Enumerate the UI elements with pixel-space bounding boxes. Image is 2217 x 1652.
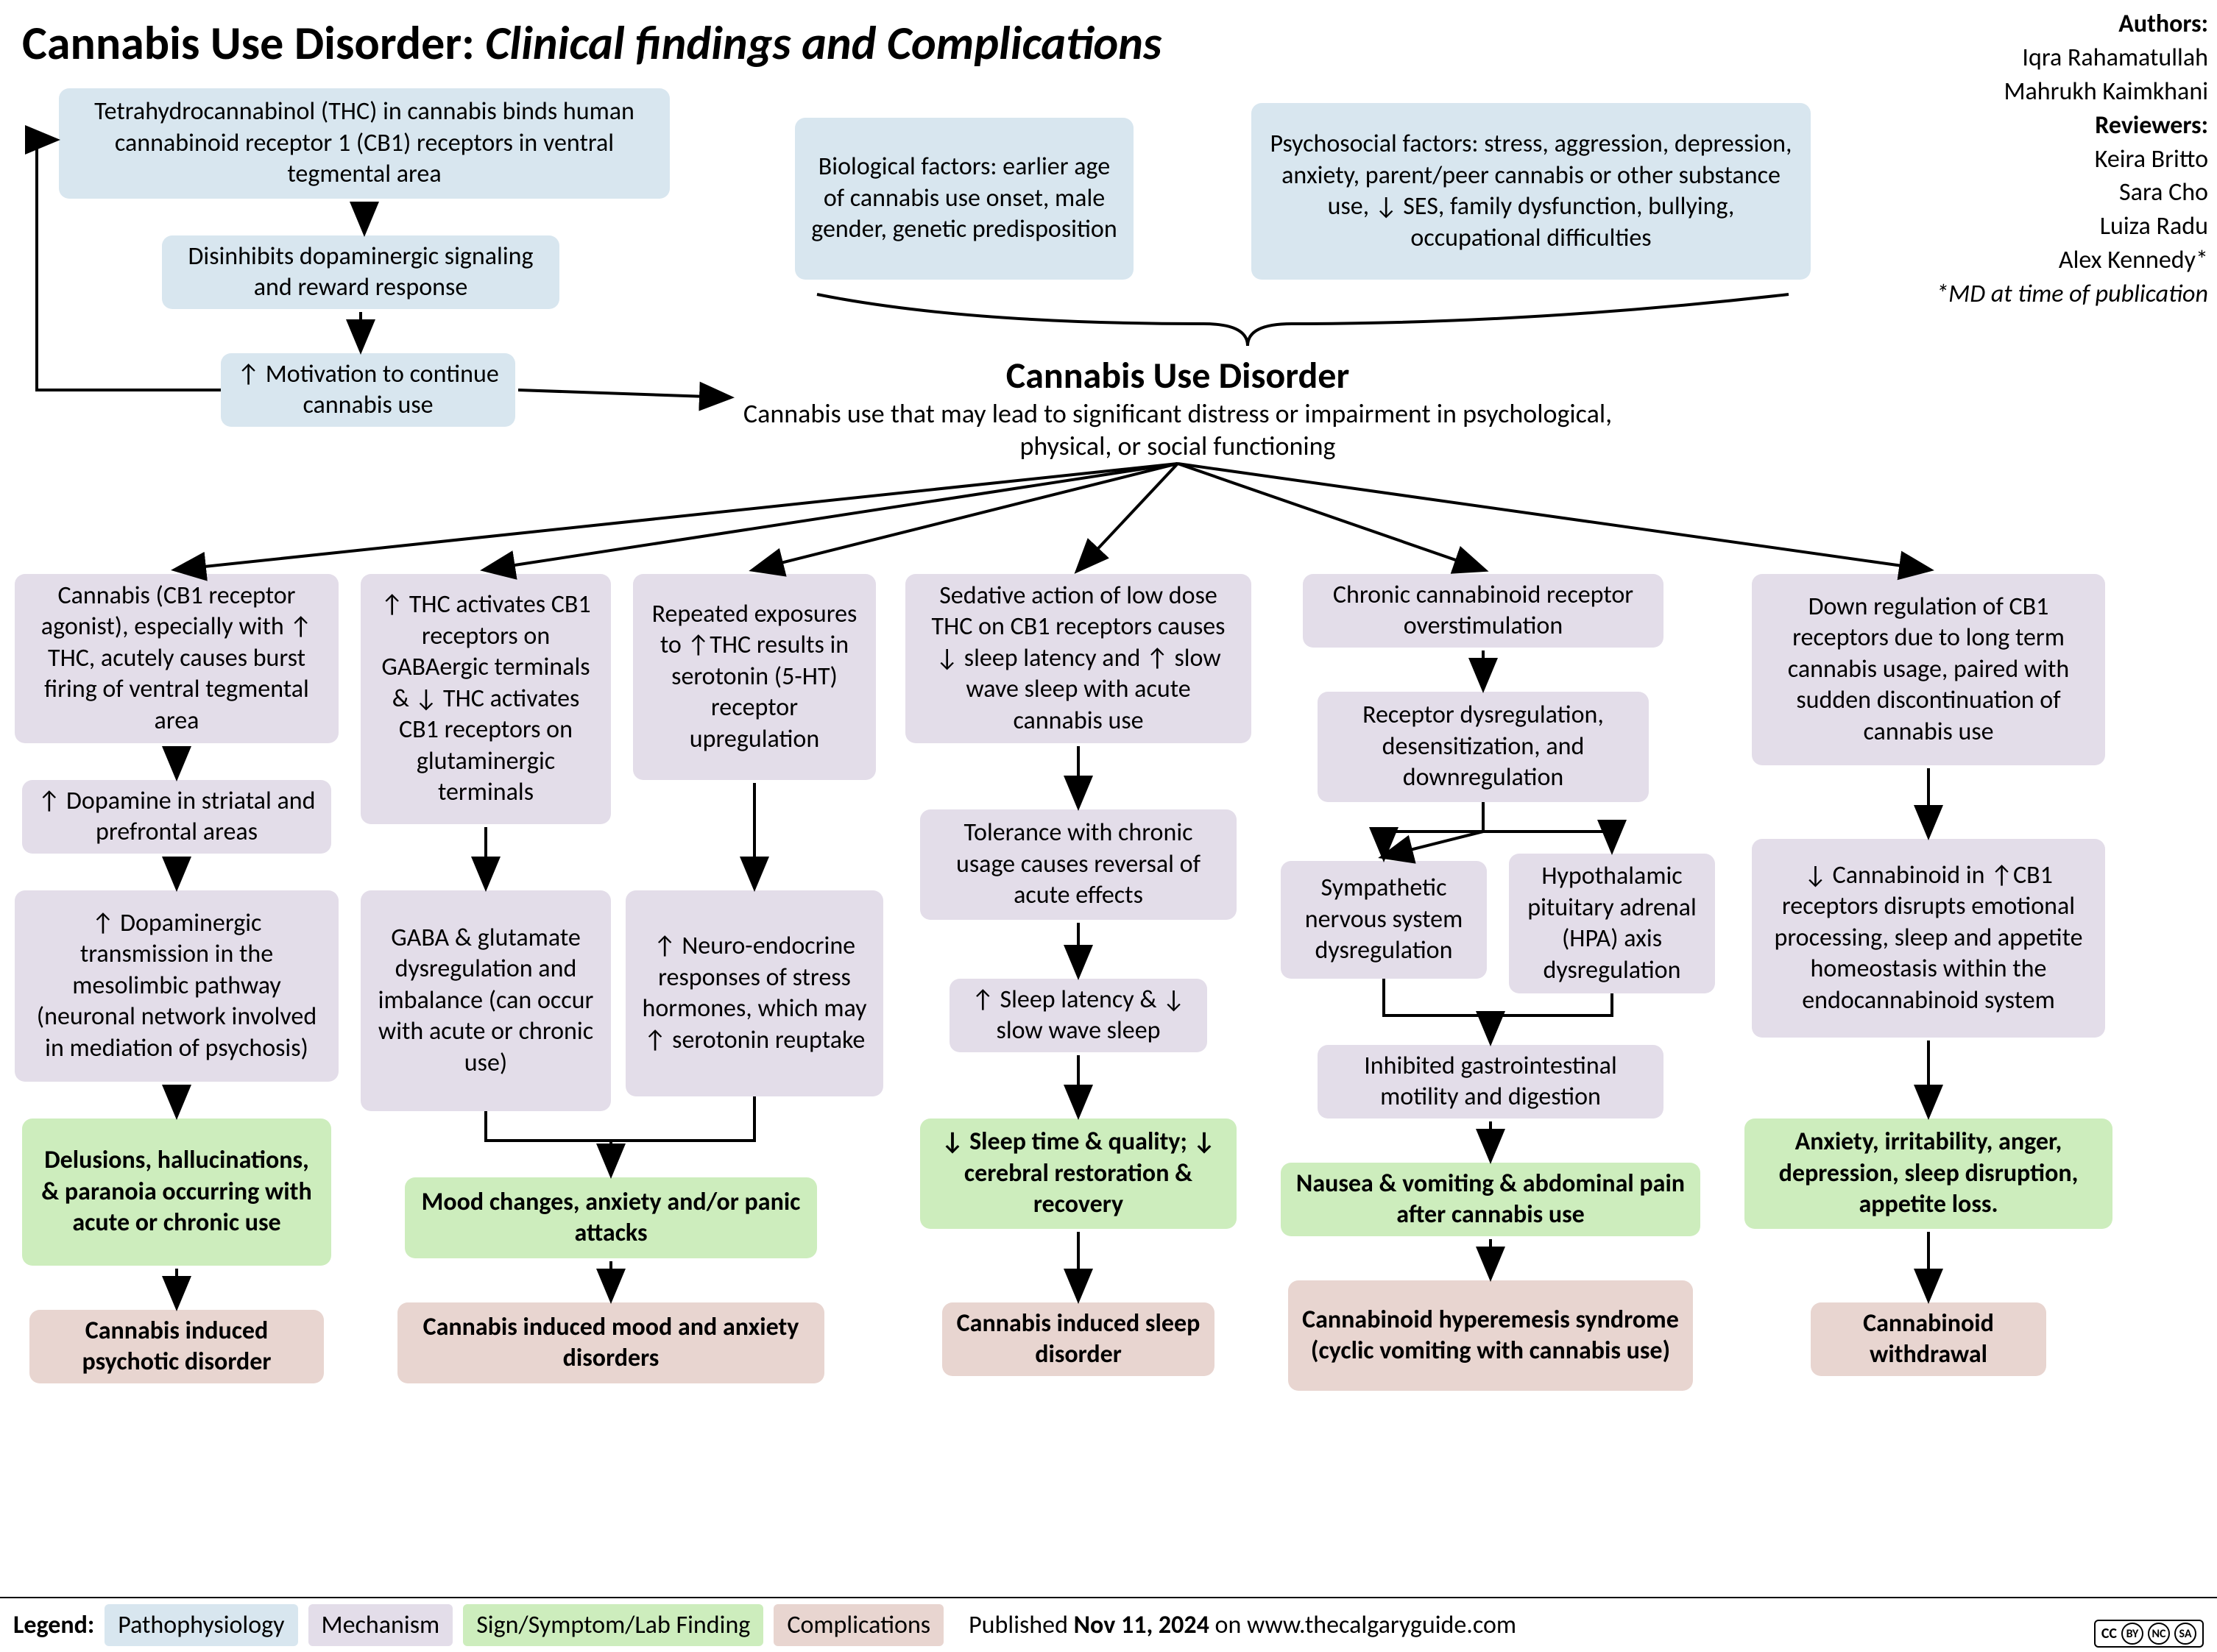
box-c4b: Tolerance with chronic usage causes reve… xyxy=(920,809,1237,920)
box-c1d: Delusions, hallucinations, & paranoia oc… xyxy=(22,1119,331,1266)
legend-comp: Complications xyxy=(774,1604,944,1646)
box-c5e: Nausea & vomiting & abdominal pain after… xyxy=(1281,1163,1700,1236)
box-c23comp: Cannabis induced mood and anxiety disord… xyxy=(397,1302,824,1383)
reviewer-3: Alex Kennedy* xyxy=(1884,244,2208,277)
box-top_psycho: Psychosocial factors: stress, aggression… xyxy=(1251,103,1811,280)
cc-license-icon: CCBYNCSA xyxy=(2094,1620,2204,1648)
box-c5d: Inhibited gastrointestinal motility and … xyxy=(1318,1045,1663,1119)
page-title: Cannabis Use Disorder: Clinical findings… xyxy=(22,15,1161,72)
box-c4e: Cannabis induced sleep disorder xyxy=(942,1302,1214,1376)
box-c5c1: Sympathetic nervous system dysregulation xyxy=(1281,861,1487,979)
box-c6d: Cannabinoid withdrawal xyxy=(1811,1302,2046,1376)
box-c5b: Receptor dysregulation, desensitization,… xyxy=(1318,692,1649,802)
title-plain: Cannabis Use Disorder: xyxy=(22,15,485,72)
box-top_motivation: ↑ Motivation to continue cannabis use xyxy=(221,353,515,427)
box-top_disinhibit: Disinhibits dopaminergic signaling and r… xyxy=(162,235,559,309)
box-c5a: Chronic cannabinoid receptor overstimula… xyxy=(1303,574,1663,648)
box-top_bio: Biological factors: earlier age of canna… xyxy=(795,118,1134,280)
box-c1b: ↑ Dopamine in striatal and prefrontal ar… xyxy=(22,780,331,854)
author-1: Mahrukh Kaimkhani xyxy=(1884,75,2208,109)
reviewer-0: Keira Britto xyxy=(1884,143,2208,177)
md-note: *MD at time of publication xyxy=(1884,277,2208,311)
authors-header: Authors: xyxy=(1884,7,2208,41)
legend-bar: Legend: Pathophysiology Mechanism Sign/S… xyxy=(0,1597,2217,1652)
box-c1c: ↑ Dopaminergic transmission in the mesol… xyxy=(15,890,339,1082)
reviewers-header: Reviewers: xyxy=(1884,109,2208,143)
author-0: Iqra Rahamatullah xyxy=(1884,41,2208,75)
box-c3b: ↑ Neuro-endocrine responses of stress ho… xyxy=(626,890,883,1096)
box-c5f: Cannabinoid hyperemesis syndrome (cyclic… xyxy=(1288,1280,1693,1391)
box-c4d: ↓ Sleep time & quality; ↓ cerebral resto… xyxy=(920,1119,1237,1229)
box-c1e: Cannabis induced psychotic disorder xyxy=(29,1310,324,1383)
legend-label: Legend: xyxy=(13,1610,94,1640)
box-c4c: ↑ Sleep latency & ↓ slow wave sleep xyxy=(950,979,1207,1052)
title-italic: Clinical findings and Complications xyxy=(485,15,1161,72)
center-subtitle: Cannabis use that may lead to significan… xyxy=(736,397,1619,462)
box-c4a: Sedative action of low dose THC on CB1 r… xyxy=(905,574,1251,743)
legend-patho: Pathophysiology xyxy=(105,1604,297,1646)
box-c2b: GABA & glutamate dysregulation and imbal… xyxy=(361,890,611,1111)
legend-mech: Mechanism xyxy=(308,1604,453,1646)
box-c2a: ↑ THC activates CB1 receptors on GABAerg… xyxy=(361,574,611,824)
credits-block: Authors: Iqra Rahamatullah Mahrukh Kaimk… xyxy=(1884,7,2208,311)
reviewer-2: Luiza Radu xyxy=(1884,210,2208,244)
box-c23sign: Mood changes, anxiety and/or panic attac… xyxy=(405,1177,817,1258)
box-c6b: ↓ Cannabinoid in ↑CB1 receptors disrupts… xyxy=(1752,839,2105,1038)
box-top_thc: Tetrahydrocannabinol (THC) in cannabis b… xyxy=(59,88,670,199)
box-c1a: Cannabis (CB1 receptor agonist), especia… xyxy=(15,574,339,743)
box-c6c: Anxiety, irritability, anger, depression… xyxy=(1744,1119,2112,1229)
box-c3a: Repeated exposures to ↑THC results in se… xyxy=(633,574,876,780)
legend-published: Published Nov 11, 2024 on www.thecalgary… xyxy=(969,1610,1516,1640)
center-title: Cannabis Use Disorder xyxy=(736,353,1619,398)
legend-sign: Sign/Symptom/Lab Finding xyxy=(463,1604,763,1646)
box-c5c2: Hypothalamic pituitary adrenal (HPA) axi… xyxy=(1509,854,1715,993)
reviewer-1: Sara Cho xyxy=(1884,176,2208,210)
box-c6a: Down regulation of CB1 receptors due to … xyxy=(1752,574,2105,765)
